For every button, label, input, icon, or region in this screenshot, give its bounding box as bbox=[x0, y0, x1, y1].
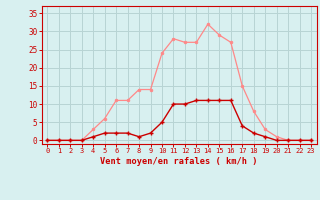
X-axis label: Vent moyen/en rafales ( km/h ): Vent moyen/en rafales ( km/h ) bbox=[100, 157, 258, 166]
